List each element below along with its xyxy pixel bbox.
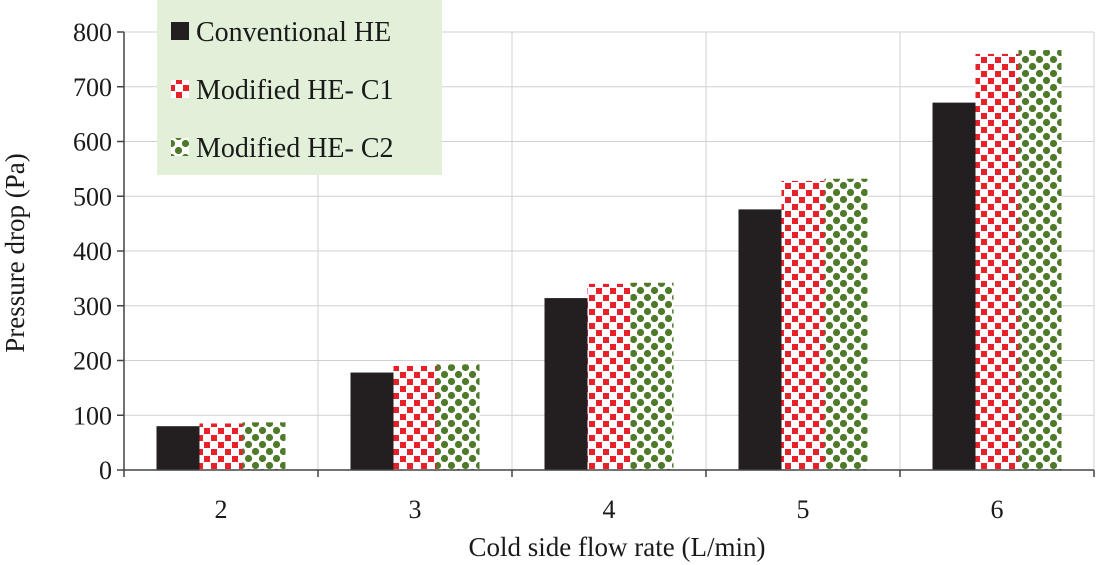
x-tick-label-3: 3 xyxy=(409,495,422,524)
x-tick-label-4: 4 xyxy=(603,495,616,524)
legend-swatch-3 xyxy=(171,138,189,156)
y-tick-label-400: 400 xyxy=(73,237,112,266)
y-tick-label-500: 500 xyxy=(73,182,112,211)
y-axis-title: Pressure drop (Pa) xyxy=(0,153,30,352)
bar-modified-he-c1-2 xyxy=(199,423,243,470)
axes xyxy=(117,31,1095,477)
legend-label-1: Conventional HE xyxy=(196,17,391,48)
bar-conventional-he-6 xyxy=(932,102,976,470)
bar-modified-he-c1-6 xyxy=(975,53,1019,471)
y-tick-label-600: 600 xyxy=(73,128,112,157)
legend-background xyxy=(157,0,442,175)
y-tick-label-700: 700 xyxy=(73,73,112,102)
x-tick-label-2: 2 xyxy=(215,495,228,524)
bar-modified-he-c2-3 xyxy=(436,364,480,470)
bars xyxy=(156,50,1062,471)
y-tick-label-0: 0 xyxy=(99,456,112,485)
y-tick-label-300: 300 xyxy=(73,292,112,321)
bar-conventional-he-4 xyxy=(544,298,588,470)
legend-swatch-1 xyxy=(171,22,189,40)
bar-modified-he-c1-4 xyxy=(587,283,631,470)
bar-modified-he-c1-3 xyxy=(393,365,437,470)
y-tick-label-200: 200 xyxy=(73,347,112,376)
legend-swatch-2 xyxy=(171,80,189,98)
y-tick-label-800: 800 xyxy=(73,18,112,47)
bar-modified-he-c2-4 xyxy=(630,282,674,470)
bar-conventional-he-2 xyxy=(156,426,200,470)
x-tick-label-5: 5 xyxy=(797,495,810,524)
tick-labels: 0 100 200 300 400 500 600 700 800 2 3 4 5 6 xyxy=(73,18,1004,524)
legend-label-2: Modified HE- C1 xyxy=(196,75,394,106)
bar-modified-he-c2-6 xyxy=(1018,50,1062,470)
bar-conventional-he-5 xyxy=(738,209,782,470)
x-tick-label-6: 6 xyxy=(991,495,1004,524)
legend-label-3: Modified HE- C2 xyxy=(196,133,394,164)
legend: Conventional HE Modified HE- C1 Modified H… xyxy=(157,0,442,175)
y-tick-label-100: 100 xyxy=(73,401,112,430)
bar-modified-he-c1-5 xyxy=(781,180,825,471)
bar-modified-he-c2-5 xyxy=(824,178,868,471)
bar-conventional-he-3 xyxy=(350,372,394,470)
bar-modified-he-c2-2 xyxy=(242,422,286,470)
x-axis-title: Cold side flow rate (L/min) xyxy=(469,532,766,562)
